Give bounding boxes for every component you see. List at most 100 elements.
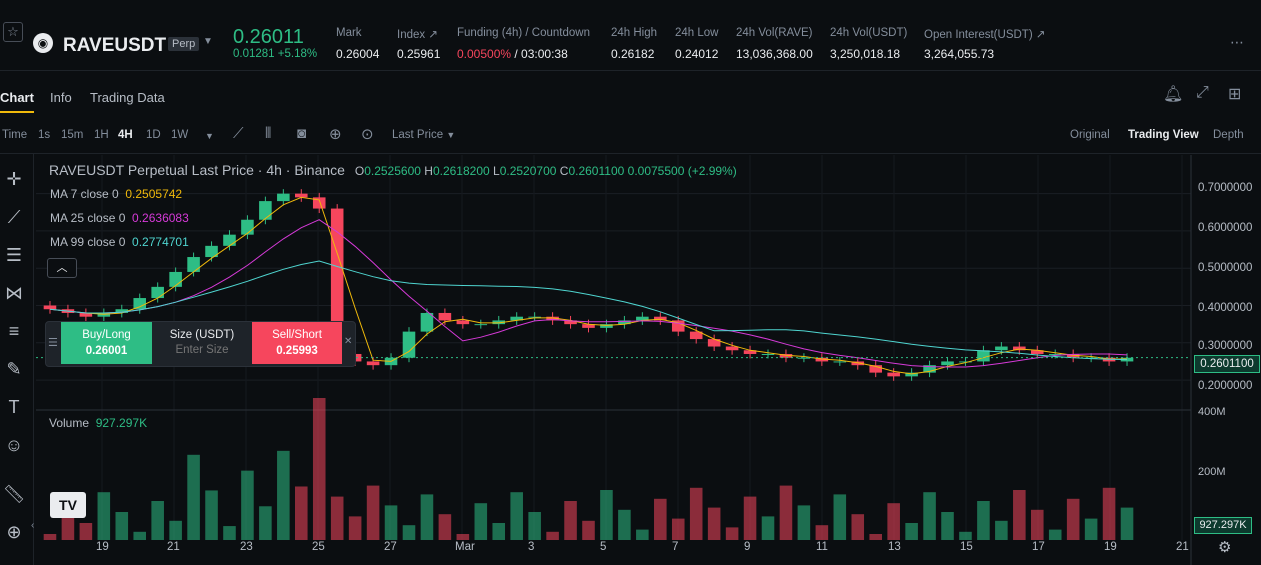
camera-icon[interactable]: ◙: [297, 125, 307, 142]
settings-icon[interactable]: ⊙: [361, 126, 374, 143]
candle: [1048, 353, 1062, 355]
stat-value-24h-low: 0.24012: [675, 47, 719, 61]
ohlc-change: 0.0075500 (+2.99%): [627, 164, 737, 178]
time-axis-label: 5: [600, 541, 607, 553]
active-tab-indicator: [0, 111, 34, 113]
buy-price: 0.26001: [85, 345, 128, 357]
volume-bar: [959, 531, 972, 540]
gear-icon[interactable]: ⚙: [1218, 539, 1232, 556]
candle: [151, 286, 164, 299]
volume-bar: [330, 496, 344, 540]
chart-type-icon[interactable]: ⟋: [233, 125, 244, 142]
trend-line-icon[interactable]: ⟋: [7, 207, 21, 227]
ruler-icon[interactable]: 📏︎: [2, 484, 26, 504]
volume-bar: [1030, 509, 1044, 540]
buy-long-button[interactable]: Buy/Long 0.26001: [61, 322, 152, 364]
volume-bar: [492, 523, 506, 540]
volume-bar: [654, 498, 667, 540]
collapse-legend-button[interactable]: ︿: [47, 258, 77, 278]
stat-label-index[interactable]: Index ↗: [397, 29, 438, 41]
volume-bar: [761, 516, 775, 540]
volume-value: 927.297K: [95, 416, 148, 430]
stat-value-mark: 0.26004: [336, 47, 380, 61]
horizontal-lines-icon[interactable]: ☰: [5, 245, 23, 265]
candle: [671, 320, 685, 332]
tab-trading-data[interactable]: Trading Data: [90, 90, 165, 105]
candle: [869, 365, 882, 373]
top-strip: [0, 0, 1261, 12]
price-type-select[interactable]: Last Price ▼: [392, 129, 455, 141]
tab-chart[interactable]: Chart: [0, 90, 34, 105]
candle: [115, 309, 129, 313]
ohlc-c-label: C: [559, 164, 569, 178]
collapse-left-icon[interactable]: ‹: [31, 520, 35, 531]
candle: [1066, 353, 1080, 358]
volume-axis-label: 200M: [1198, 466, 1226, 478]
candle: [456, 320, 470, 325]
timeframe-1d[interactable]: 1D: [146, 129, 161, 141]
zoom-in-icon[interactable]: ⊕: [6, 522, 22, 542]
volume-bar: [456, 534, 470, 540]
volume-bar: [79, 523, 93, 540]
sell-short-button[interactable]: Sell/Short 0.25993: [252, 322, 342, 364]
chart-title: RAVEUSDT Perpetual Last Price · 4h · Bin…: [49, 162, 345, 178]
stat-value-open-interest: 3,264,055.73: [924, 47, 995, 61]
volume-bar: [725, 527, 739, 540]
volume-bar: [97, 492, 111, 540]
size-input[interactable]: [152, 344, 252, 356]
more-dots-icon[interactable]: ⋯: [1230, 34, 1245, 50]
drag-handle-icon[interactable]: ☰: [48, 337, 58, 349]
ma25-label: MA 25 close 0: [50, 211, 126, 225]
indicators-icon[interactable]: ⫴: [265, 125, 272, 142]
view-original[interactable]: Original: [1070, 129, 1110, 141]
candle: [205, 245, 218, 258]
candle: [528, 316, 541, 318]
view-trading-view[interactable]: Trading View: [1128, 129, 1199, 141]
bell-icon[interactable]: 🔔︎: [1163, 86, 1184, 103]
candle: [97, 312, 111, 317]
brush-icon[interactable]: ✎: [6, 359, 22, 379]
timeframe-15m[interactable]: 15m: [61, 129, 84, 141]
ohlc-h-label: H: [424, 164, 433, 178]
candle: [474, 324, 488, 326]
volume-bar: [420, 494, 434, 540]
time-axis-label: 19: [96, 541, 109, 553]
view-depth[interactable]: Depth: [1213, 129, 1244, 141]
volume-bar: [671, 518, 685, 540]
volume-bar: [510, 492, 523, 540]
volume-bar: [528, 512, 541, 540]
timeframe-1h[interactable]: 1H: [94, 129, 109, 141]
symbol-name[interactable]: RAVEUSDT: [63, 35, 167, 56]
timeframe-time[interactable]: Time: [2, 129, 28, 141]
price-axis-label: 0.2000000: [1198, 380, 1253, 392]
timeframe-1w[interactable]: 1W: [171, 129, 189, 141]
expand-icon[interactable]: ⤢: [1196, 84, 1209, 101]
emoji-icon[interactable]: ☺: [4, 435, 24, 455]
ohlc-l-label: L: [493, 164, 500, 178]
volume-bar: [851, 514, 865, 540]
favorite-star-icon[interactable]: ☆: [3, 22, 23, 42]
close-icon[interactable]: ✕: [344, 336, 353, 347]
volume-bar: [115, 512, 129, 540]
add-icon[interactable]: ⊕: [329, 126, 342, 143]
candle: [654, 316, 667, 321]
timeframe-4h[interactable]: 4H: [118, 129, 133, 141]
timeframe-dropdown-icon[interactable]: ▼: [205, 131, 214, 141]
timeframe-1s[interactable]: 1s: [38, 129, 51, 141]
volume-bar: [187, 454, 200, 540]
volume-bar: [241, 470, 254, 540]
crosshair-icon[interactable]: ✛: [6, 169, 22, 189]
pattern-icon[interactable]: ⋈: [5, 283, 23, 303]
chevron-down-icon[interactable]: ▼: [203, 36, 213, 47]
text-tool-icon[interactable]: T: [8, 397, 20, 417]
stat-label-open-interest[interactable]: Open Interest(USDT) ↗: [924, 29, 1046, 41]
price-change-abs: 0.01281: [233, 48, 275, 60]
grid-layout-icon[interactable]: ⊞: [1228, 86, 1242, 103]
ma7-label: MA 7 close 0: [50, 187, 119, 201]
fib-icon[interactable]: ≡: [8, 321, 20, 341]
chart-toolbar: [0, 115, 1261, 154]
candle: [959, 361, 972, 363]
time-axis-label: 11: [816, 541, 828, 553]
tab-info[interactable]: Info: [50, 90, 72, 105]
volume-bar: [797, 505, 811, 540]
